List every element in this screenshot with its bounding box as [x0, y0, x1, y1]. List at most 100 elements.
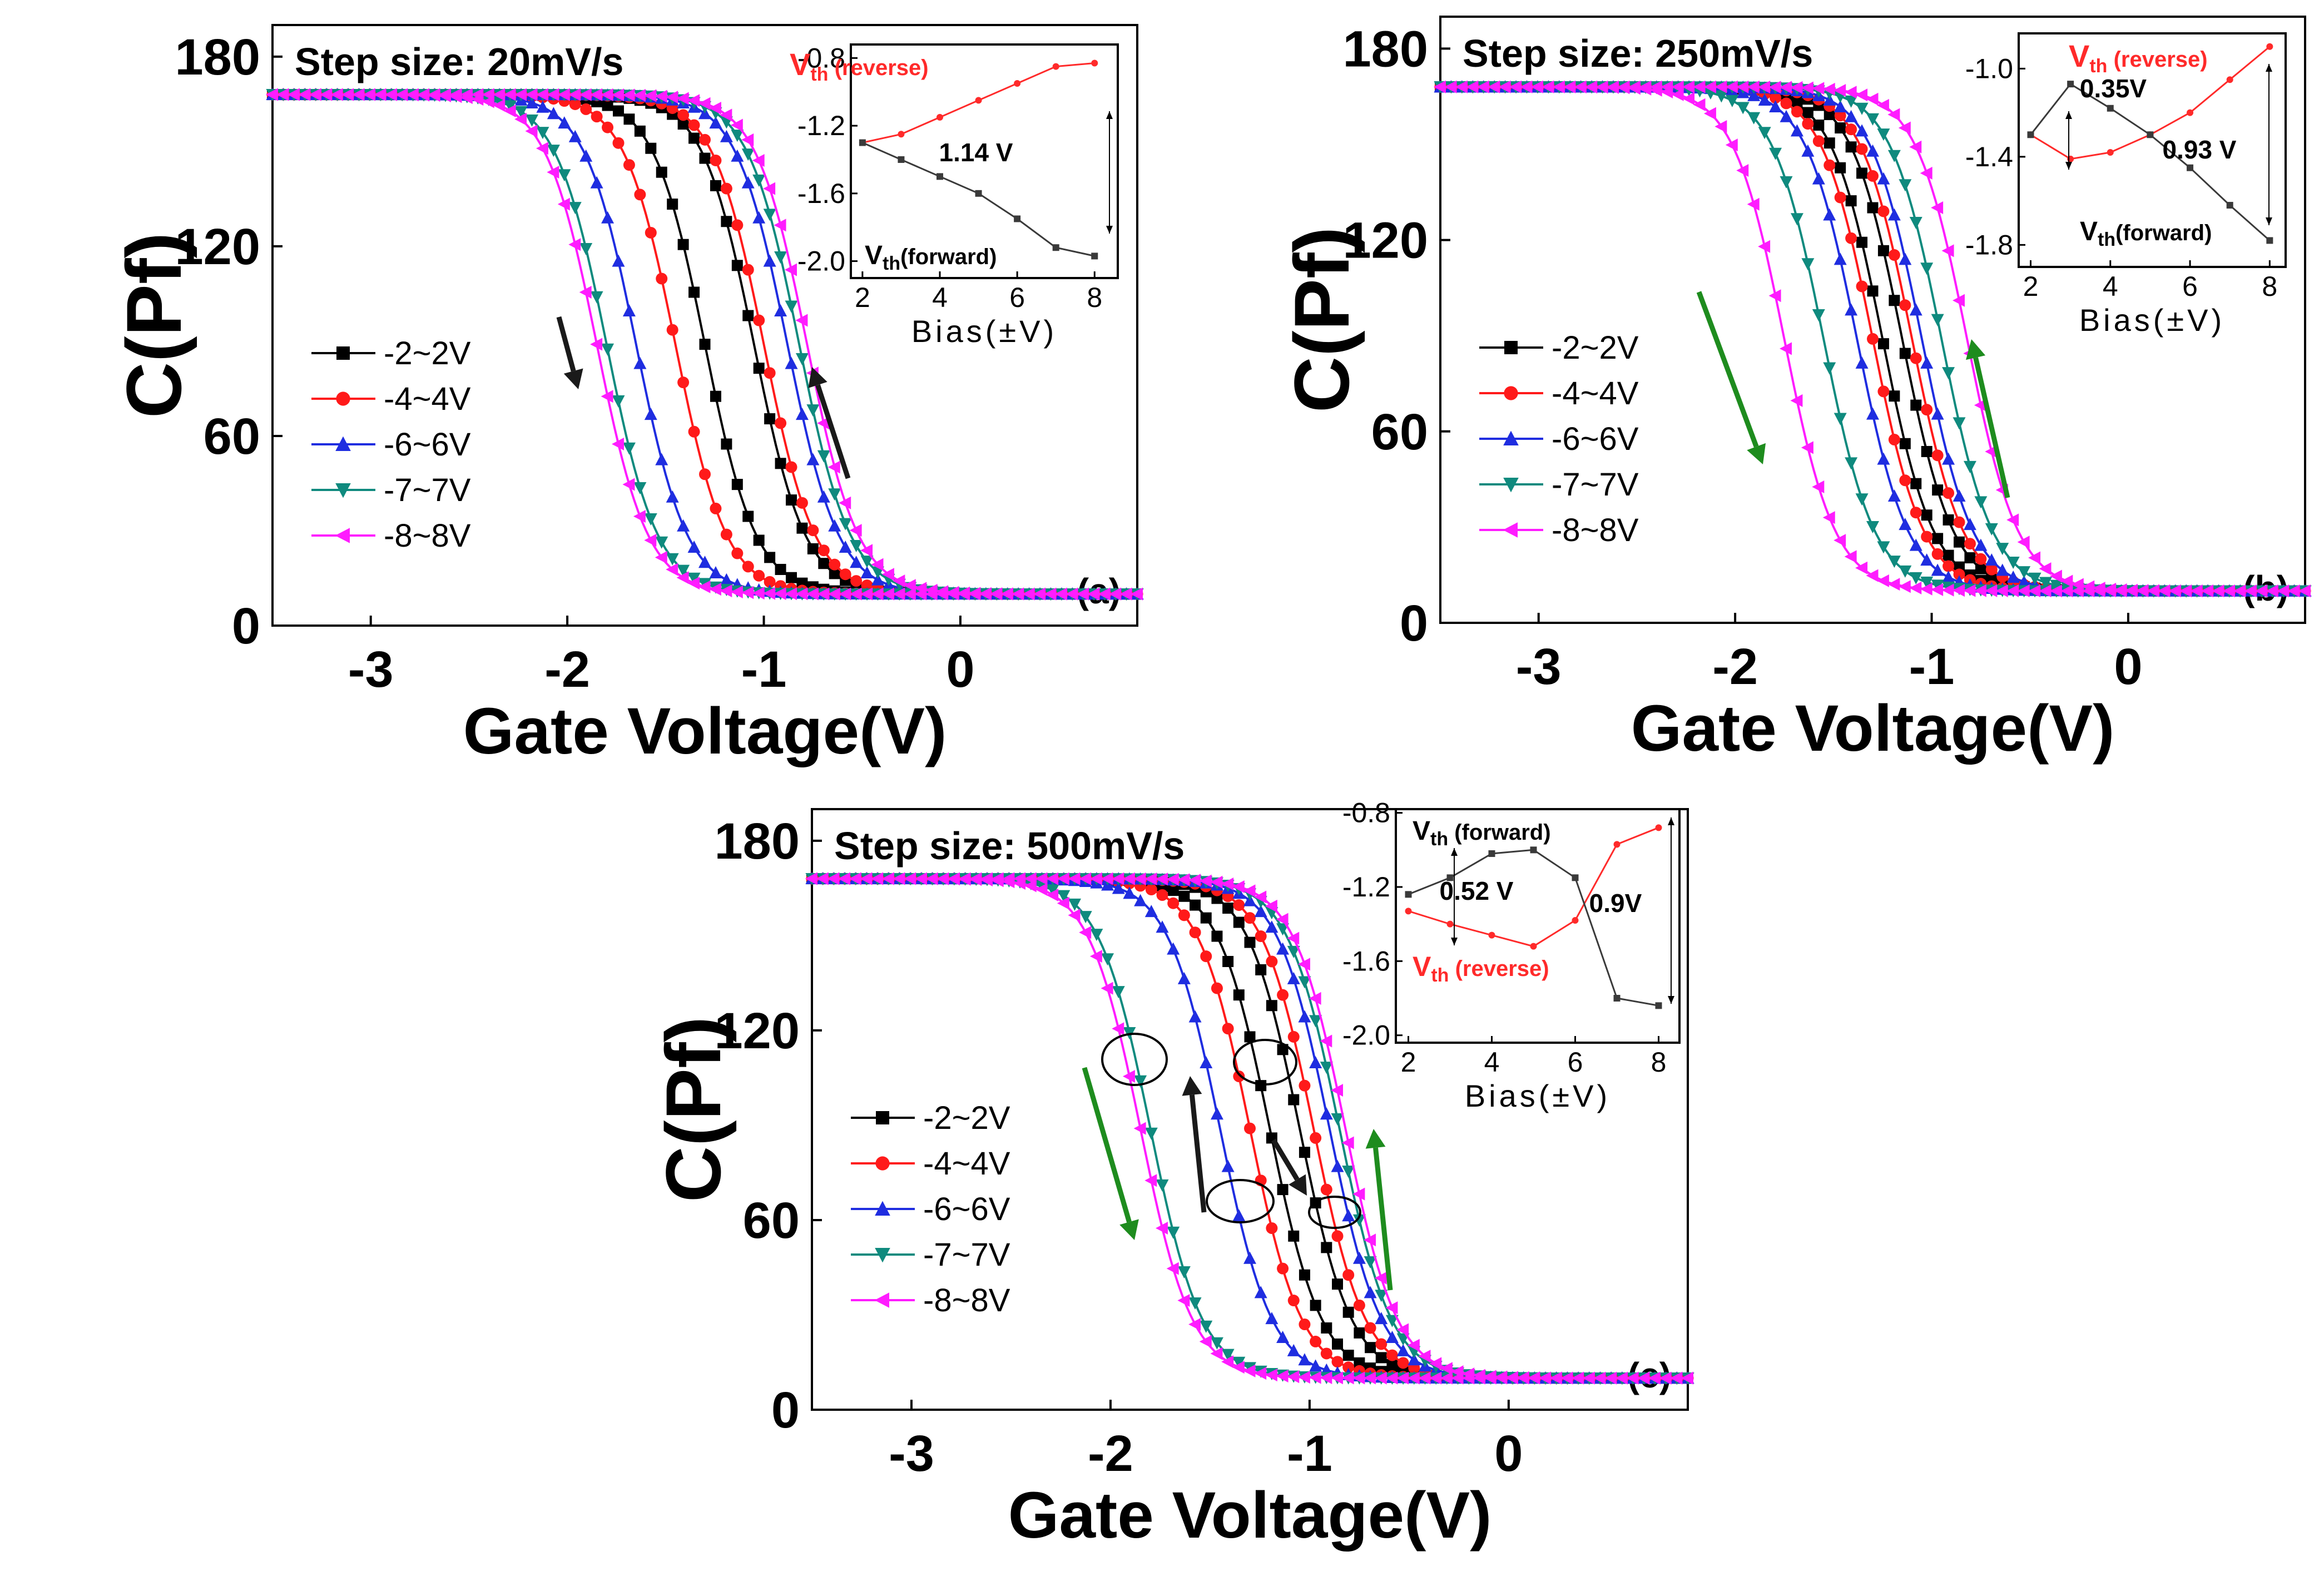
sweep-arrow-0-head [1747, 443, 1766, 464]
data-point--8~8V [1044, 587, 1057, 601]
inset-reverse-point [2226, 76, 2233, 83]
data-point--2~2V [1321, 1322, 1332, 1334]
data-point--6~6V [1352, 1251, 1366, 1264]
data-point--6~6V [1112, 881, 1125, 894]
data-point--8~8V [1725, 80, 1738, 93]
data-point--8~8V [1604, 1371, 1617, 1385]
data-point--7~7V [1780, 176, 1793, 189]
data-point--6~6V [828, 519, 841, 532]
data-point--8~8V [763, 182, 776, 195]
legend-label: -4~4V [1552, 375, 1639, 412]
data-point--2~2V [1877, 245, 1889, 256]
data-point--6~6V [1887, 208, 1901, 221]
inset-forward-label: Vth(forward) [865, 241, 997, 274]
data-point--8~8V [1822, 511, 1835, 524]
data-point--2~2V [1813, 119, 1825, 131]
data-point--8~8V [1758, 81, 1771, 94]
data-point--8~8V [1232, 1361, 1245, 1374]
data-point--8~8V [881, 568, 894, 581]
data-point--8~8V [1473, 1369, 1485, 1382]
data-point--8~8V [1407, 1339, 1420, 1352]
data-point--2~2V [1244, 936, 1256, 948]
data-point--4~4V [1943, 560, 1955, 572]
data-point--8~8V [1520, 80, 1533, 93]
inset-y-tick-label: -1.4 [1965, 141, 2013, 172]
data-point--2~2V [1299, 1269, 1310, 1281]
data-point--4~4V [1888, 433, 1900, 445]
data-point--7~7V [1845, 457, 1858, 470]
data-point--8~8V [860, 544, 873, 557]
data-point--8~8V [2179, 584, 2192, 597]
data-point--8~8V [2125, 583, 2138, 597]
data-point--4~4V [1823, 159, 1836, 171]
data-point--8~8V [266, 88, 278, 101]
y-axis-label: C(Pf) [110, 232, 197, 418]
data-point--4~4V [1233, 899, 1245, 911]
data-point--6~6V [1974, 538, 1988, 551]
data-point--2~2V [677, 118, 689, 130]
data-point--8~8V [1812, 480, 1825, 493]
data-point--2~2V [1954, 536, 1965, 548]
panel-b: -3 -2 -1 0 0 60 120 180 Gate Voltage(V) C(Pf) Step… [1278, 16, 2312, 765]
data-point--8~8V [601, 390, 613, 403]
data-point--2~2V [796, 522, 808, 534]
data-point--2~2V [721, 438, 732, 450]
data-point--8~8V [2114, 583, 2127, 596]
data-point--6~6V [1834, 252, 1847, 265]
data-point--4~4V [1985, 563, 1998, 576]
data-point--6~6V [741, 176, 755, 189]
inset-diff-label-2: 0.9V [1589, 889, 1642, 918]
data-point--6~6V [1265, 920, 1279, 933]
data-point--2~2V [645, 142, 657, 154]
data-point--6~6V [720, 573, 733, 586]
data-point--2~2V [1288, 1094, 1300, 1106]
data-point--6~6V [860, 566, 874, 579]
data-point--6~6V [1931, 407, 1944, 420]
data-point--8~8V [1331, 1084, 1343, 1097]
data-point--6~6V [2006, 570, 2020, 583]
legend-marker [874, 1292, 889, 1308]
inset-forward-point [1405, 891, 1412, 898]
data-point--6~6V [1210, 1107, 1223, 1120]
data-point--8~8V [881, 587, 894, 601]
data-point--6~6V [612, 254, 625, 267]
data-point--8~8V [1466, 80, 1479, 93]
data-point--8~8V [2266, 584, 2278, 598]
inset-reverse-point [1405, 908, 1412, 915]
data-point--8~8V [1725, 138, 1738, 152]
data-point--6~6V [1188, 1010, 1202, 1023]
data-point--7~7V [526, 114, 538, 127]
data-point--2~2V [1222, 903, 1234, 914]
data-point--8~8V [1549, 1371, 1562, 1385]
x-tick-label: 0 [946, 641, 974, 698]
inset-x-tick-label: 2 [855, 282, 870, 313]
data-point--8~8V [1758, 240, 1771, 253]
data-point--7~7V [828, 488, 841, 501]
data-point--4~4V [1353, 1299, 1365, 1311]
inset-forward-point [2147, 131, 2154, 138]
data-point--7~7V [1985, 523, 1998, 536]
data-point--8~8V [439, 88, 451, 101]
data-point--6~6V [1953, 489, 1966, 502]
data-point--8~8V [904, 872, 916, 885]
data-point--8~8V [1057, 896, 1069, 910]
data-point--7~7V [1068, 898, 1081, 911]
data-point--6~6V [1866, 144, 1879, 157]
inset-forward-label: Vth(forward) [2080, 217, 2212, 250]
data-point--8~8V [708, 101, 721, 115]
data-point--2~2V [1332, 1338, 1343, 1350]
data-point--4~4V [591, 111, 603, 123]
data-point--8~8V [384, 88, 397, 101]
data-point--4~4V [1845, 123, 1857, 136]
curves [266, 88, 1144, 601]
data-point--8~8V [601, 88, 613, 101]
data-point--2~2V [753, 534, 765, 546]
inset-x-axis-label: Bias(±V) [1465, 1078, 1611, 1113]
data-point--7~7V [1210, 1337, 1223, 1350]
data-point--4~4V [1791, 106, 1803, 118]
data-point--8~8V [1747, 197, 1760, 211]
data-point--8~8V [1221, 1355, 1234, 1369]
data-point--7~7V [1112, 986, 1125, 999]
data-point--8~8V [503, 88, 516, 101]
